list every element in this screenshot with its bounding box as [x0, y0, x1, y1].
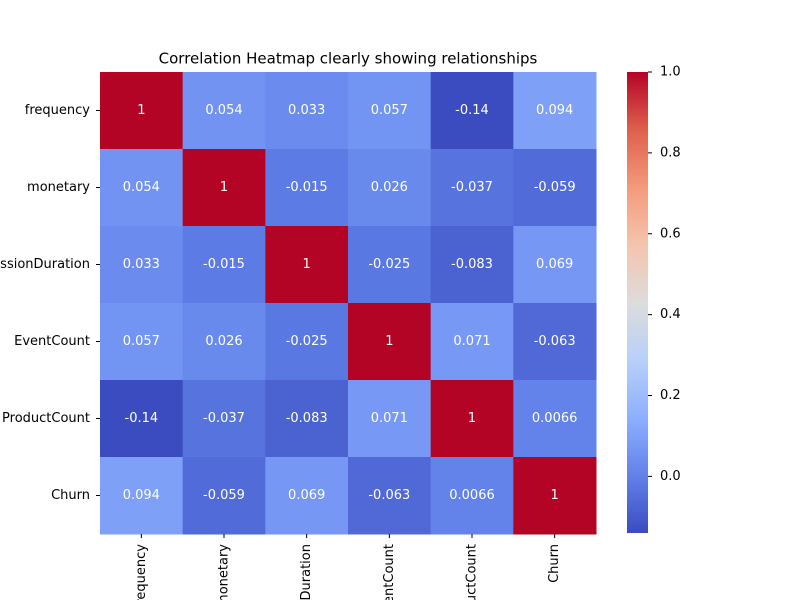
colorbar-tick-label: 0.0 — [660, 469, 681, 484]
x-tick-label: SessionDuration — [299, 544, 314, 600]
heatmap-cell — [513, 226, 597, 304]
cell-label: 0.094 — [536, 103, 573, 118]
heatmap-cell — [348, 457, 432, 535]
colorbar-tick-label: 0.4 — [660, 307, 681, 322]
colorbar-tick-label: 0.2 — [660, 388, 681, 403]
heatmap-cell — [348, 72, 432, 150]
cell-label: -0.037 — [451, 180, 493, 195]
heatmap-cell — [430, 457, 514, 535]
heatmap-cell — [348, 380, 432, 458]
cell-label: 0.054 — [123, 180, 160, 195]
cell-label: -0.063 — [368, 488, 410, 503]
cell-label: -0.14 — [125, 411, 159, 426]
cell-label: 0.069 — [288, 488, 325, 503]
cell-label: -0.025 — [368, 257, 410, 272]
cell-label: 1 — [468, 411, 476, 426]
cell-label: 1 — [303, 257, 311, 272]
cell-label: 0.0066 — [532, 411, 578, 426]
cell-label: 0.071 — [453, 334, 490, 349]
x-tick-label: EventCount — [382, 544, 397, 600]
heatmap-cell — [265, 72, 349, 150]
cell-label: -0.015 — [203, 257, 245, 272]
cell-label: -0.037 — [203, 411, 245, 426]
heatmap-cell — [100, 380, 184, 458]
heatmap-cell — [430, 380, 514, 458]
heatmap-cell — [430, 72, 514, 150]
x-tick-label: frequency — [134, 544, 149, 600]
heatmap-cell — [265, 303, 349, 381]
heatmap-cell — [100, 226, 184, 304]
cell-label: 0.033 — [123, 257, 160, 272]
heatmap-cell — [430, 149, 514, 227]
heatmap-cell — [430, 226, 514, 304]
heatmap-cell — [182, 380, 266, 458]
heatmap-cell — [348, 303, 432, 381]
heatmap-cell — [182, 303, 266, 381]
colorbar — [627, 72, 648, 533]
cell-label: 1 — [137, 103, 145, 118]
cell-label: -0.083 — [451, 257, 493, 272]
y-tick-label: SessionDuration — [0, 257, 90, 272]
heatmap-cell — [348, 149, 432, 227]
heatmap-cell — [182, 149, 266, 227]
cell-label: 0.0066 — [449, 488, 495, 503]
cell-label: 1 — [220, 180, 228, 195]
heatmap-cell — [265, 380, 349, 458]
heatmap-cell — [513, 303, 597, 381]
x-tick-label: Churn — [547, 544, 562, 583]
heatmap-cell — [100, 72, 184, 150]
cell-label: -0.025 — [286, 334, 328, 349]
chart-title: Correlation Heatmap clearly showing rela… — [159, 50, 538, 68]
cell-label: 1 — [385, 334, 393, 349]
y-tick-label: ProductCount — [2, 411, 90, 426]
heatmap-cell — [265, 457, 349, 535]
heatmap-cell — [513, 72, 597, 150]
heatmap-cell — [265, 226, 349, 304]
y-tick-label: monetary — [27, 180, 90, 195]
cell-label: 0.057 — [371, 103, 408, 118]
cell-label: 1 — [551, 488, 559, 503]
cell-label: 0.069 — [536, 257, 573, 272]
cell-label: -0.059 — [203, 488, 245, 503]
heatmap-cell — [348, 226, 432, 304]
heatmap-cell — [100, 303, 184, 381]
cell-label: -0.063 — [534, 334, 576, 349]
heatmap-cell — [100, 149, 184, 227]
heatmap-cell — [513, 149, 597, 227]
heatmap-cell — [182, 457, 266, 535]
colorbar-tick-label: 0.8 — [660, 145, 681, 160]
heatmap-cell — [182, 72, 266, 150]
cell-label: 0.033 — [288, 103, 325, 118]
y-tick-label: frequency — [25, 103, 91, 118]
colorbar-tick-label: 1.0 — [660, 65, 681, 80]
heatmap-cell — [182, 226, 266, 304]
y-tick-label: Churn — [51, 488, 90, 503]
x-tick-label: monetary — [217, 544, 232, 600]
cell-label: 0.054 — [205, 103, 242, 118]
cell-label: 0.071 — [371, 411, 408, 426]
colorbar-tick-label: 0.6 — [660, 226, 681, 241]
x-tick-label: ProductCount — [465, 544, 480, 600]
cell-label: -0.083 — [286, 411, 328, 426]
cell-label: 0.057 — [123, 334, 160, 349]
cell-label: 0.026 — [371, 180, 408, 195]
cell-label: -0.14 — [455, 103, 489, 118]
heatmap-cell — [265, 149, 349, 227]
cell-label: 0.094 — [123, 488, 160, 503]
heatmap-cell — [100, 457, 184, 535]
heatmap-cell — [513, 457, 597, 535]
y-tick-label: EventCount — [14, 334, 90, 349]
cell-label: 0.026 — [205, 334, 242, 349]
heatmap-cell — [513, 380, 597, 458]
heatmap-cell — [430, 303, 514, 381]
cell-label: -0.015 — [286, 180, 328, 195]
cell-label: -0.059 — [534, 180, 576, 195]
